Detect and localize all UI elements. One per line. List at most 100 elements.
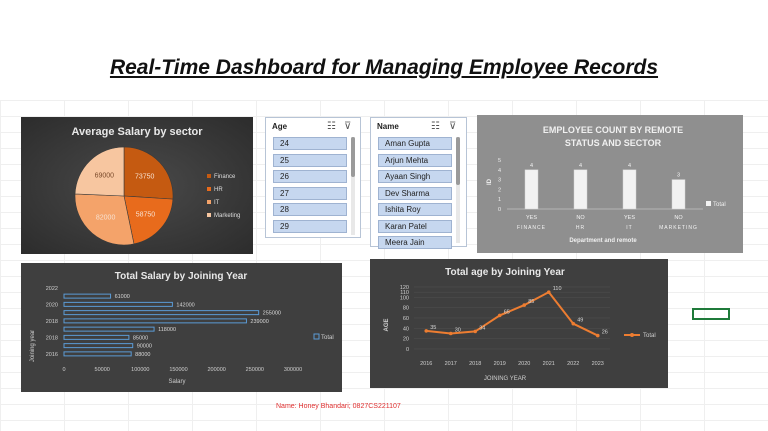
name-slicer-item[interactable]: Meera Jain [378, 236, 452, 249]
y-tick-label: 2018 [46, 319, 58, 325]
name-slicer-item[interactable]: Aman Gupta [378, 137, 452, 150]
name-slicer-item[interactable]: Dev Sharma [378, 186, 452, 200]
clear-filter-icon[interactable]: ⊽ [449, 121, 457, 132]
age-line-series[interactable] [426, 290, 599, 337]
y-tick-label: 60 [403, 316, 409, 322]
line-point[interactable] [497, 313, 502, 318]
age-slicer-item[interactable]: 24 [273, 137, 347, 150]
age-slicer[interactable]: Age ☷ ⊽ 24 25 26 27 28 29 [265, 117, 361, 238]
total-age-line-chart[interactable]: Total age by Joining Year 0 20 40 60 80 100 11… [370, 259, 668, 388]
line-point[interactable] [522, 303, 527, 307]
salary-bar-2021[interactable] [63, 310, 260, 316]
legend-label-total: Total [713, 202, 726, 208]
salary-bar-2016[interactable] [63, 351, 132, 357]
bar-data-label: 85000 [133, 335, 148, 341]
x-tick-label: 2020 [518, 361, 530, 367]
total-salary-bar-chart[interactable]: Total Salary by Joining Year 88000 90000 8… [21, 263, 342, 392]
age-slicer-item[interactable]: 27 [273, 186, 347, 200]
x-tick-label: 2022 [567, 361, 579, 367]
legend-label-total: Total [643, 333, 656, 339]
salary-bar-2019[interactable] [63, 326, 155, 332]
line-point[interactable] [595, 333, 600, 338]
y-tick-label: 2018 [46, 335, 58, 341]
employee-count-bar-chart[interactable]: EMPLOYEE COUNT BY REMOTE STATUS AND SECT… [477, 115, 743, 253]
pie-slice-marketing[interactable] [74, 146, 125, 197]
y-tick-label: 40 [403, 326, 409, 332]
pie-slice-hr[interactable] [123, 195, 174, 245]
age-slicer-item[interactable]: 26 [273, 170, 347, 183]
clear-filter-icon[interactable]: ⊽ [344, 121, 352, 132]
name-slicer-item[interactable]: Karan Patel [378, 219, 452, 233]
line-point[interactable] [473, 329, 478, 334]
average-salary-pie-chart[interactable]: Average Salary by sector 73750 58750 82000… [21, 117, 253, 254]
bar-data-label: 142000 [176, 302, 194, 308]
salary-bar-2018[interactable] [63, 334, 130, 340]
legend-label-hr: HR [214, 187, 223, 193]
legend-label-marketing: Marketing [214, 213, 240, 219]
y-tick-label: 110 [400, 290, 409, 296]
x-group-label: MARKETING [659, 225, 698, 231]
y-tick-label: 2016 [46, 352, 58, 358]
total-age-ylabel: AGE [384, 318, 390, 331]
x-group-label: HR [576, 225, 585, 231]
name-slicer-scrollbar[interactable] [456, 137, 460, 243]
bar-data-label: 90000 [137, 344, 152, 350]
line-point[interactable] [424, 329, 429, 333]
x-tick-label: NO [576, 215, 585, 221]
y-tick-label: 80 [403, 306, 409, 312]
bar-hr[interactable] [573, 169, 588, 210]
name-slicer-item[interactable]: Ayaan Singh [378, 170, 452, 183]
x-tick-label: YES [624, 215, 635, 221]
salary-bar-2020[interactable] [63, 318, 247, 324]
age-slicer-scrollbar[interactable] [351, 137, 355, 235]
pie-slice-finance[interactable] [123, 146, 174, 200]
multi-select-icon[interactable]: ☷ [327, 121, 336, 132]
legend-label-finance: Finance [214, 174, 236, 180]
total-age-title: Total age by Joining Year [445, 267, 565, 278]
bar-finance[interactable] [524, 169, 539, 210]
name-slicer-item[interactable]: Ishita Roy [378, 203, 452, 216]
x-group-label: FINANCE [517, 225, 546, 231]
age-slicer-scroll-thumb[interactable] [351, 137, 355, 177]
selected-cell[interactable] [692, 308, 730, 320]
pie-data-label: 82000 [96, 215, 116, 222]
legend-swatch-total [706, 201, 711, 206]
age-slicer-item[interactable]: 28 [273, 203, 347, 216]
point-data-label: 34 [479, 325, 485, 331]
bar-data-label: 88000 [135, 352, 150, 358]
bar-data-label: 4 [530, 163, 533, 169]
y-tick-label: 2020 [46, 302, 58, 308]
x-tick-label: YES [526, 215, 537, 221]
line-point[interactable] [571, 321, 576, 326]
bar-data-label: 4 [579, 163, 582, 169]
salary-bar-2017[interactable] [63, 343, 134, 349]
bar-marketing[interactable] [671, 179, 686, 210]
salary-bar-2023[interactable] [63, 293, 112, 299]
x-tick-label: 2019 [494, 361, 506, 367]
y-tick-label: 3 [498, 178, 501, 184]
y-tick-label: 2022 [46, 286, 58, 292]
salary-bar-2022[interactable] [63, 301, 173, 307]
legend-swatch-total [313, 333, 320, 340]
age-slicer-item[interactable]: 25 [273, 153, 347, 167]
bar-it[interactable] [622, 169, 637, 210]
bar-data-label: 61000 [115, 294, 130, 300]
legend-marker-total [630, 333, 634, 337]
line-point[interactable] [448, 331, 453, 336]
legend-swatch-marketing [207, 213, 211, 217]
name-slicer-scroll-thumb[interactable] [456, 137, 460, 185]
y-tick-label: 0 [498, 207, 501, 213]
y-tick-label: 120 [400, 285, 409, 291]
age-slicer-header: Age [272, 122, 288, 131]
name-slicer-item[interactable]: Arjun Mehta [378, 153, 452, 167]
line-point[interactable] [546, 290, 551, 294]
total-age-xlabel: JOINING YEAR [484, 376, 527, 382]
age-slicer-item[interactable]: 29 [273, 219, 347, 233]
legend-swatch-hr [207, 187, 211, 191]
name-slicer[interactable]: Name ☷ ⊽ Aman Gupta Arjun Mehta Ayaan Sing… [370, 117, 467, 249]
x-tick-label: 0 [62, 367, 65, 373]
multi-select-icon[interactable]: ☷ [431, 121, 440, 132]
bar-data-label: 239000 [250, 319, 268, 325]
pie-slice-it[interactable] [74, 193, 135, 246]
pie-data-label: 73750 [135, 174, 155, 181]
